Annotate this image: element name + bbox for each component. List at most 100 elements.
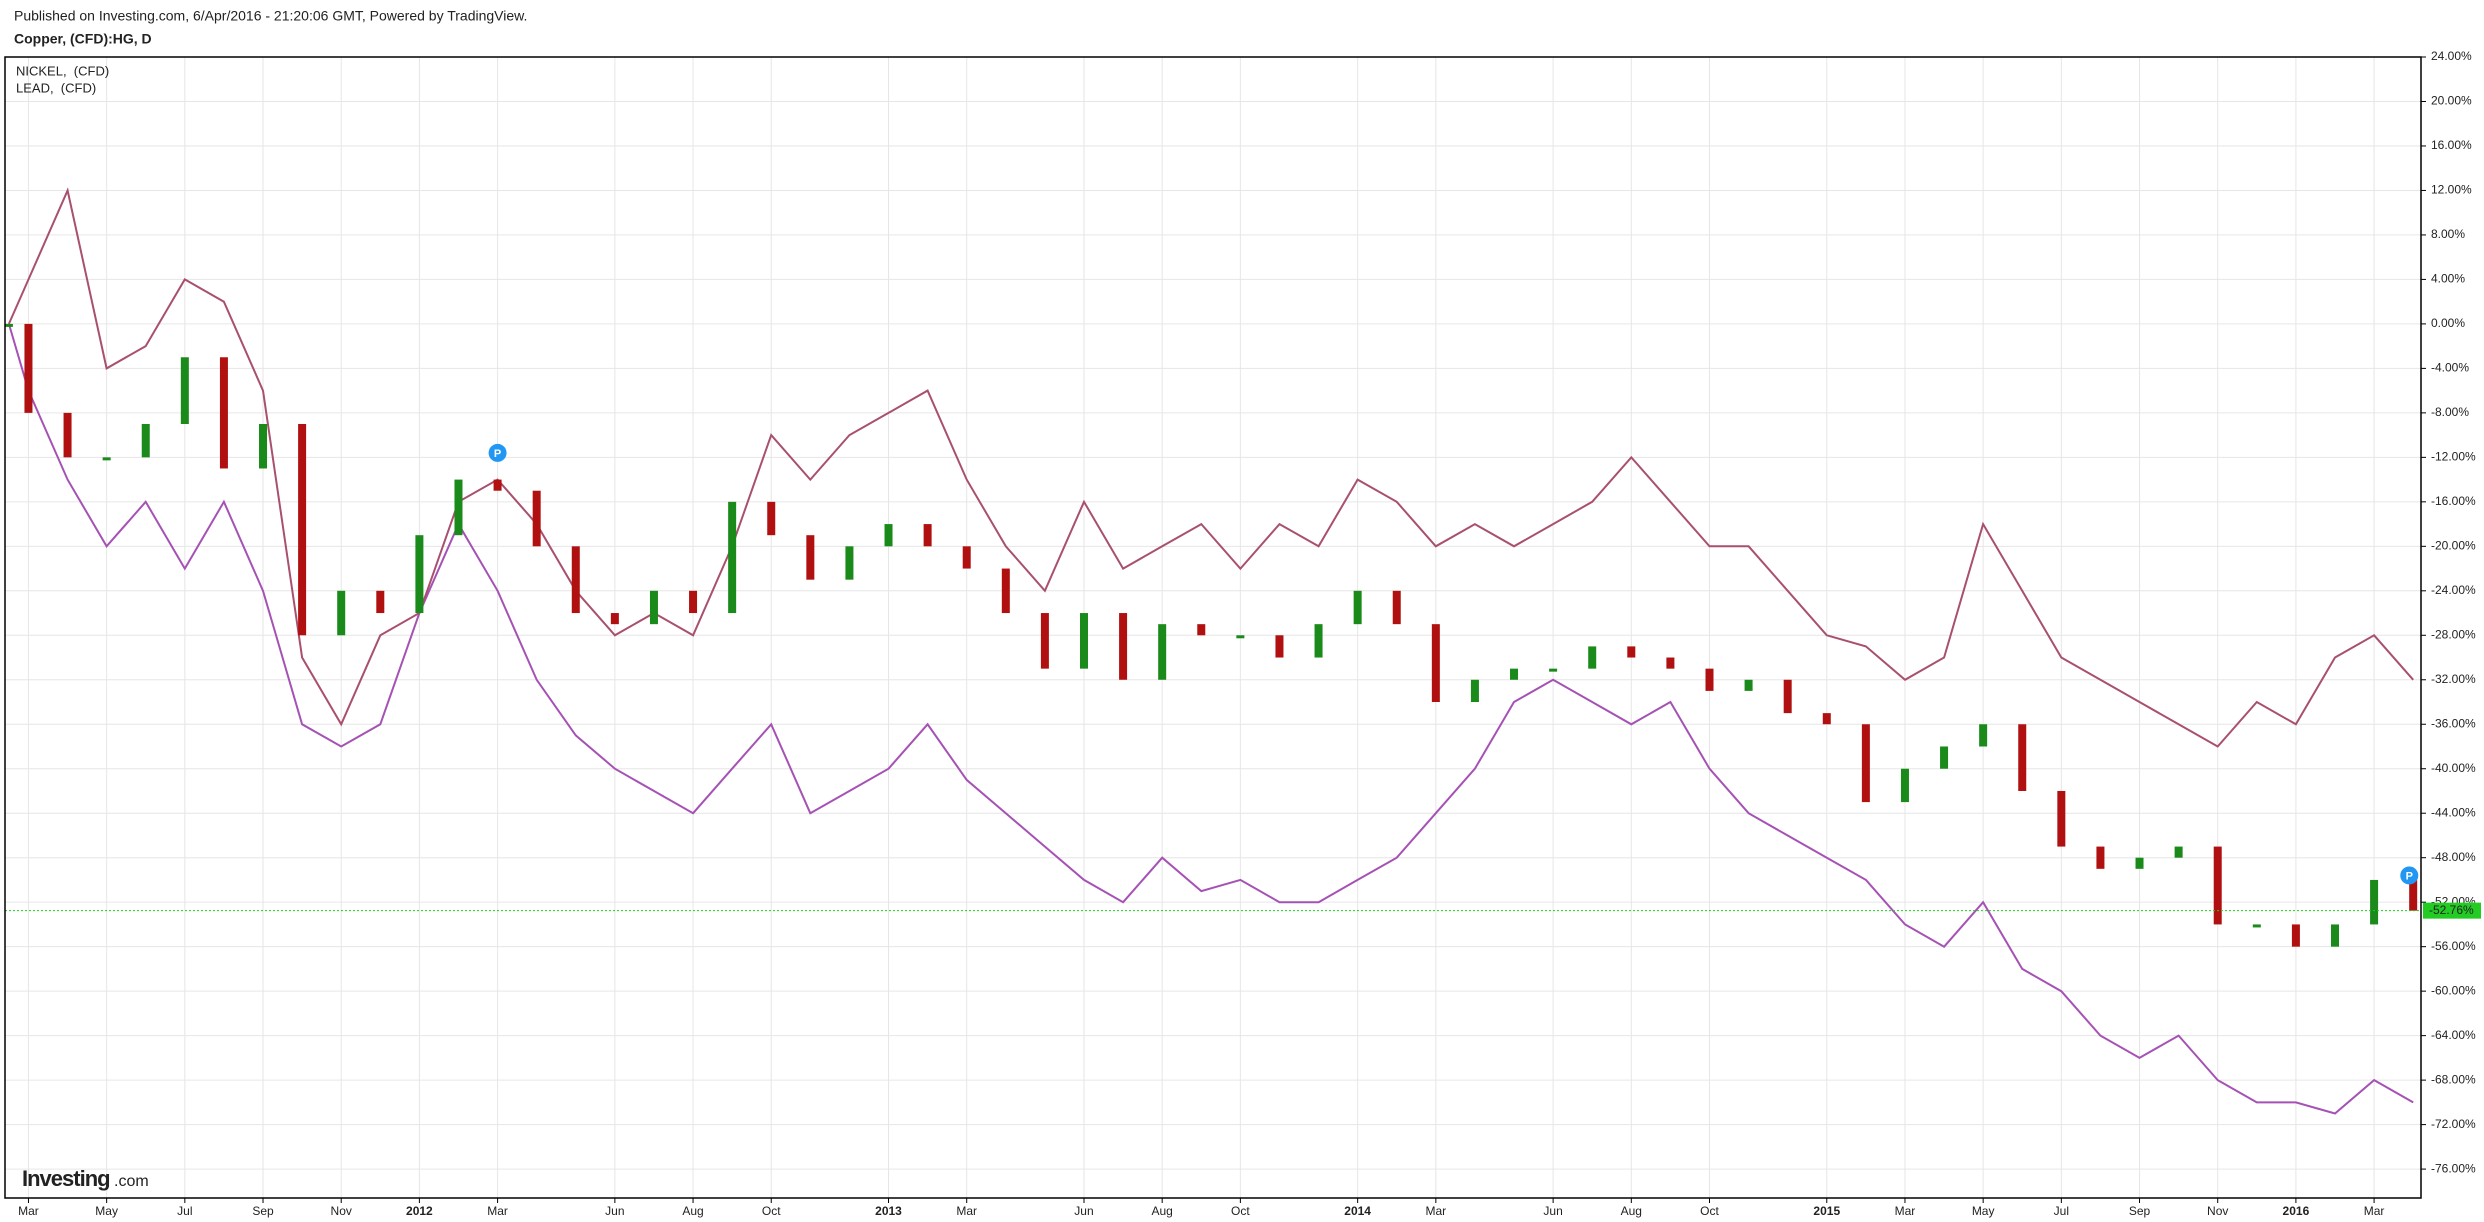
copper-candle [1470,679,1479,703]
x-tick-label: Oct [1700,1204,1719,1218]
y-tick-label: 12.00% [2431,183,2472,197]
copper-candle [2018,724,2027,791]
x-tick-label: Oct [1231,1204,1250,1218]
copper-candle [2330,924,2339,947]
legend-entry: LEAD, (CFD) [16,80,96,95]
y-tick-label: -32.00% [2431,672,2476,686]
copper-candle [1353,590,1362,625]
x-tick-label: Jun [1543,1204,1562,1218]
copper-candle [1705,668,1714,691]
annotation-label: P [2406,870,2413,882]
copper-candle [1979,724,1988,747]
x-tick-label: Aug [1151,1204,1172,1218]
y-tick-label: -20.00% [2431,538,2476,552]
x-tick-label: 2015 [1813,1204,1840,1218]
header: Published on Investing.com, 6/Apr/2016 -… [14,8,527,24]
copper-candle [1392,590,1401,625]
copper-candle [2370,879,2379,925]
copper-candle [1900,768,1909,803]
y-tick-label: 20.00% [2431,94,2472,108]
copper-candle [2213,846,2222,925]
y-tick-label: 8.00% [2431,227,2465,241]
annotation-label: P [494,448,501,460]
copper-candle [845,546,854,580]
logo: Investing [22,1166,110,1191]
copper-candle [1079,613,1088,669]
copper-candle [493,479,502,491]
legend-entry: NICKEL, (CFD) [16,63,109,78]
copper-candle [298,423,307,636]
x-tick-label: Mar [487,1204,508,1218]
copper-candle [141,423,150,458]
copper-candle [1314,624,1323,658]
x-tick-label: Aug [1621,1204,1642,1218]
y-tick-label: -68.00% [2431,1072,2476,1086]
x-tick-label: Oct [762,1204,781,1218]
copper-candle [1040,613,1049,669]
logo-suffix: .com [114,1173,149,1190]
y-tick-label: -4.00% [2431,361,2469,375]
copper-candle [649,590,658,625]
copper-candle [180,357,189,424]
y-tick-label: -12.00% [2431,450,2476,464]
x-tick-label: Mar [18,1204,39,1218]
copper-candle [1588,646,1597,669]
copper-candle [102,457,111,461]
x-tick-label: May [95,1204,118,1218]
plot-frame [4,56,2422,1199]
chart-title: Copper, (CFD):HG, D [14,31,152,47]
x-tick-label: 2012 [406,1204,433,1218]
copper-candle [219,357,228,469]
copper-candle [1744,679,1753,691]
x-tick-label: 2013 [875,1204,902,1218]
y-tick-label: -76.00% [2431,1161,2476,1175]
copper-candle [63,412,72,458]
copper-candle [2135,857,2144,869]
copper-candle [1666,657,1675,669]
copper-candle [1861,724,1870,803]
x-tick-label: Jul [177,1204,192,1218]
x-tick-label: 2014 [1344,1204,1371,1218]
copper-candle [2057,790,2066,847]
copper-candle [2174,846,2183,858]
x-tick-label: Sep [252,1204,274,1218]
annotation-marker [2400,866,2419,885]
copper-candle [1197,624,1206,636]
copper-candle [415,535,424,614]
x-tick-label: Jul [2054,1204,2069,1218]
y-tick-label: -48.00% [2431,850,2476,864]
y-tick-label: -8.00% [2431,405,2469,419]
copper-candle [923,524,932,547]
y-tick-label: -60.00% [2431,983,2476,997]
copper-candle [1783,679,1792,714]
copper-candle [337,590,346,636]
y-tick-label: -56.00% [2431,939,2476,953]
copper-candle [962,546,971,569]
copper-candle [1510,668,1519,680]
x-tick-label: 2016 [2283,1204,2310,1218]
copper-candle [1549,668,1558,672]
copper-candle [1275,635,1284,658]
copper-candle [1627,646,1636,658]
copper-candle [1236,635,1245,639]
copper-candle [1001,568,1010,614]
x-tick-label: Jun [605,1204,624,1218]
y-tick-label: 24.00% [2431,49,2472,63]
series-line [7,323,2414,1115]
copper-candle [1940,746,1949,769]
y-tick-label: -72.00% [2431,1117,2476,1131]
y-tick-label: 16.00% [2431,138,2472,152]
x-tick-label: Sep [2129,1204,2151,1218]
y-tick-label: -40.00% [2431,761,2476,775]
copper-candle [2409,879,2418,911]
y-tick-label: -44.00% [2431,805,2476,819]
copper-candle [24,323,33,413]
x-tick-label: Mar [1425,1204,1446,1218]
copper-candle [689,590,698,614]
labels: 24.00% 20.00% 16.00% 12.00% 8.00% 4.00% 0.00% -… [16,49,2481,1218]
y-tick-label: -64.00% [2431,1028,2476,1042]
x-tick-label: Aug [682,1204,703,1218]
y-tick-label: 0.00% [2431,316,2465,330]
copper-candle [884,524,893,547]
copper-candle [2252,924,2261,928]
